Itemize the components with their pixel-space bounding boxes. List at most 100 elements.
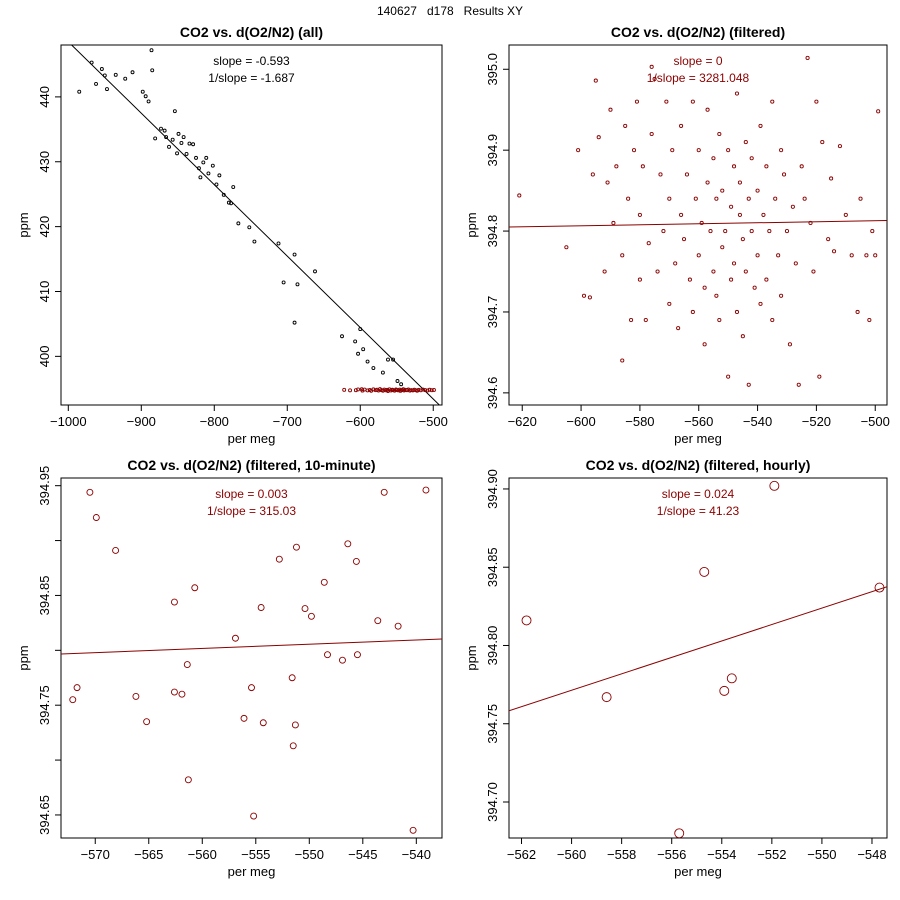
data-point <box>705 180 710 185</box>
data-point <box>776 253 781 258</box>
data-point <box>132 692 140 700</box>
data-point <box>629 318 634 323</box>
data-point <box>292 320 297 325</box>
data-point <box>719 685 730 696</box>
data-point <box>164 135 169 140</box>
data-point <box>646 241 651 246</box>
data-point <box>295 282 300 287</box>
data-point <box>670 148 675 153</box>
data-point <box>229 201 234 206</box>
data-point <box>640 164 645 169</box>
data-point <box>649 131 654 137</box>
data-point <box>770 99 775 104</box>
y-tick-label: 394.85 <box>37 576 52 616</box>
data-point <box>358 327 363 332</box>
data-point <box>858 196 863 201</box>
data-point <box>676 326 681 331</box>
data-point <box>605 180 610 185</box>
data-point <box>292 543 300 551</box>
data-point <box>342 387 347 392</box>
data-point <box>236 221 241 226</box>
data-point <box>356 351 361 356</box>
plot-frame <box>60 477 443 839</box>
x-axis-label: per meg <box>228 431 276 446</box>
data-point <box>673 261 678 266</box>
y-tick-label: 440 <box>37 86 52 108</box>
data-point <box>758 123 763 128</box>
x-tick-label: −520 <box>802 414 831 429</box>
data-point <box>86 488 94 496</box>
x-tick-label: −550 <box>295 847 324 862</box>
data-point <box>210 163 215 168</box>
y-tick-label: 395.0 <box>485 53 500 86</box>
data-point <box>764 164 769 169</box>
plot-frame <box>508 44 888 406</box>
data-point <box>843 212 848 217</box>
data-point <box>159 126 163 131</box>
fit-annotation: 1/slope = -1.687 <box>208 71 295 85</box>
y-axis-label: ppm <box>464 645 479 670</box>
data-point <box>92 514 100 521</box>
y-tick-label: 394.8 <box>485 215 500 248</box>
data-point <box>292 252 297 257</box>
chart-panel-2: CO2 vs. d(O2/N2) (filtered) −620 −600 −580 −… <box>464 24 890 446</box>
fit-annotation: slope = 0.003 <box>215 487 288 501</box>
data-point <box>761 212 766 217</box>
data-point <box>170 688 178 696</box>
y-axis-label: ppm <box>464 212 479 237</box>
x-tick-label: −1000 <box>50 414 87 429</box>
data-point <box>352 557 360 565</box>
series-hourly <box>521 480 885 838</box>
fit-annotation: slope = -0.593 <box>213 54 290 68</box>
data-point <box>708 229 713 234</box>
data-point <box>614 164 619 169</box>
data-point <box>655 269 660 274</box>
data-point <box>421 387 425 392</box>
data-point <box>353 339 358 344</box>
data-point <box>422 486 430 494</box>
data-point <box>172 109 177 114</box>
data-point <box>758 301 763 306</box>
data-point <box>779 148 784 153</box>
data-point <box>275 555 283 563</box>
data-point <box>667 196 672 201</box>
data-point <box>175 151 180 156</box>
data-point <box>184 776 192 784</box>
y-tick-label: 400 <box>37 345 52 367</box>
data-point <box>799 164 804 169</box>
data-point <box>684 172 690 177</box>
data-point <box>288 674 296 682</box>
data-point <box>696 148 701 153</box>
y-axis-label: ppm <box>16 212 31 237</box>
data-point <box>395 379 400 383</box>
chart-title: CO2 vs. d(O2/N2) (filtered, 10-minute) <box>127 457 375 473</box>
data-point <box>734 91 740 96</box>
data-point <box>790 204 795 209</box>
data-point <box>183 661 191 669</box>
data-point <box>720 245 725 250</box>
data-point <box>717 318 722 323</box>
chart-panel-1: CO2 vs. d(O2/N2) (all) −1000 −900 −800 −700 −… <box>16 24 448 446</box>
data-point <box>805 55 810 60</box>
data-point <box>787 342 792 347</box>
x-tick-label: −548 <box>857 847 886 862</box>
data-point <box>105 87 109 92</box>
data-point <box>643 318 648 323</box>
data-point <box>755 188 760 193</box>
x-axis-label: per meg <box>228 864 276 879</box>
data-point <box>631 148 637 153</box>
data-point <box>281 280 286 285</box>
chart-title: CO2 vs. d(O2/N2) (filtered) <box>611 24 785 40</box>
data-point <box>623 123 628 128</box>
data-point <box>361 347 366 352</box>
data-point <box>231 185 236 190</box>
data-point <box>248 684 255 692</box>
x-tick-label: −565 <box>134 847 163 862</box>
x-axis-label: per meg <box>674 864 722 879</box>
y-tick-label: 394.65 <box>37 795 52 835</box>
y-tick-label: 394.70 <box>485 782 500 822</box>
data-point <box>873 253 878 258</box>
data-point <box>289 742 297 750</box>
data-point <box>130 70 135 75</box>
data-point <box>427 387 432 392</box>
